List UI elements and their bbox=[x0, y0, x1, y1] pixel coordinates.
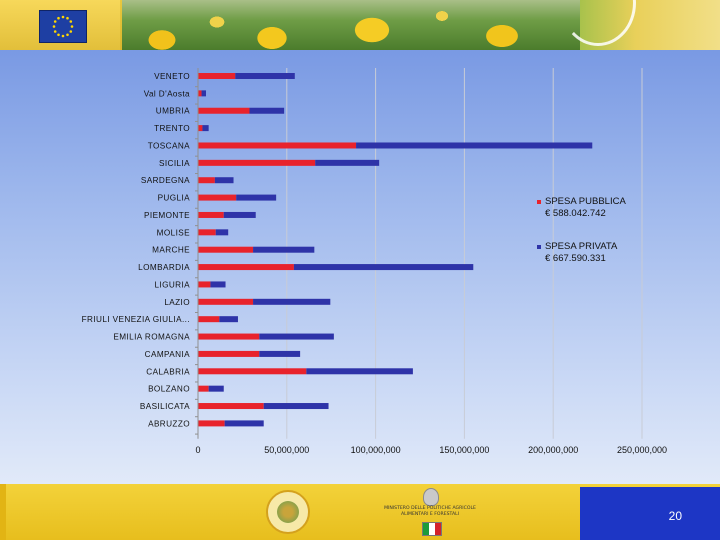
top-banner bbox=[0, 0, 720, 50]
page-number: 20 bbox=[668, 509, 682, 523]
bar-public bbox=[198, 73, 236, 79]
x-tick-label: 250,000,000 bbox=[617, 445, 667, 455]
category-label: PIEMONTE bbox=[144, 211, 190, 220]
category-labels: VENETO Val D'Aosta UMBRIA TRENTO TOSCANA SICI… bbox=[82, 72, 190, 428]
gridlines bbox=[286, 68, 643, 439]
footer-edge bbox=[0, 484, 6, 540]
legend-label: SPESA PUBBLICA bbox=[545, 196, 626, 207]
category-label: EMILIA ROMAGNA bbox=[113, 333, 190, 342]
eu-stars-icon bbox=[52, 15, 74, 38]
bar-private bbox=[253, 246, 315, 253]
bar-public bbox=[198, 194, 237, 201]
bar-private bbox=[202, 125, 209, 132]
bar-private bbox=[259, 333, 334, 340]
ministry-emblem-icon bbox=[423, 488, 439, 506]
category-label: Val D'Aosta bbox=[144, 89, 190, 98]
category-label: LIGURIA bbox=[154, 280, 190, 289]
bar-private bbox=[219, 316, 238, 323]
stacked-bar-chart: VENETO Val D'Aosta UMBRIA TRENTO TOSCANA SICI… bbox=[82, 68, 667, 455]
bar-public bbox=[198, 333, 260, 340]
category-label: TRENTO bbox=[154, 124, 190, 133]
bar-public bbox=[198, 211, 224, 218]
bar-private bbox=[224, 420, 264, 427]
category-label: LOMBARDIA bbox=[138, 263, 190, 272]
category-label: SICILIA bbox=[159, 159, 190, 168]
bar-private bbox=[306, 368, 413, 375]
bar-public bbox=[198, 246, 254, 253]
bar-private bbox=[356, 142, 593, 149]
category-label: CALABRIA bbox=[146, 367, 190, 376]
category-label: MARCHE bbox=[152, 246, 190, 255]
legend-swatch bbox=[537, 200, 541, 204]
category-label: BASILICATA bbox=[140, 402, 190, 411]
bar-public bbox=[198, 264, 294, 271]
bar-public bbox=[198, 177, 215, 184]
legend-swatch bbox=[537, 245, 541, 249]
category-label: ABRUZZO bbox=[148, 419, 190, 428]
eu-flag-icon bbox=[39, 10, 87, 43]
x-tick-label: 150,000,000 bbox=[439, 445, 489, 455]
category-label: PUGLIA bbox=[158, 194, 191, 203]
network-seal-logo bbox=[266, 490, 310, 534]
bar-public bbox=[198, 142, 357, 149]
legend-label: SPESA PRIVATA bbox=[545, 241, 618, 252]
bar-private bbox=[263, 403, 329, 410]
bar-private bbox=[259, 350, 301, 357]
bar-private bbox=[235, 73, 295, 79]
bar-public bbox=[198, 229, 216, 236]
bar-private bbox=[249, 107, 285, 114]
bar-public bbox=[198, 125, 203, 132]
category-label: BOLZANO bbox=[148, 385, 190, 394]
category-label: FRIULI VENEZIA GIULIA... bbox=[82, 315, 190, 324]
x-tick-label: 0 bbox=[195, 445, 200, 455]
bar-private bbox=[223, 211, 256, 218]
bar-public bbox=[198, 350, 260, 357]
category-label: LAZIO bbox=[164, 298, 190, 307]
italian-flag-icon bbox=[422, 522, 442, 536]
x-tick-label: 50,000,000 bbox=[264, 445, 309, 455]
bar-private bbox=[215, 229, 229, 236]
bar-private bbox=[236, 194, 277, 201]
bar-public bbox=[198, 368, 307, 375]
category-label: CAMPANIA bbox=[145, 350, 190, 359]
meadow-photo bbox=[122, 0, 580, 50]
bar-public bbox=[198, 298, 254, 305]
category-label: MOLISE bbox=[157, 228, 190, 237]
bar-public bbox=[198, 159, 316, 166]
bar-private bbox=[210, 281, 226, 288]
bar-public bbox=[198, 281, 211, 288]
category-label: UMBRIA bbox=[156, 107, 190, 116]
bar-public bbox=[198, 107, 250, 114]
bar-public bbox=[198, 385, 209, 392]
category-label: SARDEGNA bbox=[141, 176, 190, 185]
ministry-name: MINISTERO DELLE POLITICHE AGRICOLE ALIME… bbox=[384, 506, 476, 517]
bar-private bbox=[293, 264, 474, 271]
bar-private bbox=[201, 90, 206, 97]
bar-private bbox=[253, 298, 331, 305]
bar-public bbox=[198, 316, 220, 323]
category-label: VENETO bbox=[154, 72, 190, 81]
bar-private bbox=[315, 159, 380, 166]
legend: SPESA PUBBLICA€ 588.042.742 SPESA PRIVATA… bbox=[537, 196, 626, 264]
bar-public bbox=[198, 90, 202, 97]
bar-public bbox=[198, 420, 225, 427]
bar-private bbox=[208, 385, 224, 392]
x-tick-label: 100,000,000 bbox=[351, 445, 401, 455]
legend-total: € 588.042.742 bbox=[545, 208, 606, 219]
bars-group bbox=[195, 73, 593, 435]
x-tick-label: 200,000,000 bbox=[528, 445, 578, 455]
category-label: TOSCANA bbox=[148, 141, 190, 150]
page-number-box: 20 bbox=[580, 487, 720, 540]
bar-public bbox=[198, 403, 264, 410]
legend-total: € 667.590.331 bbox=[545, 253, 606, 264]
bar-private bbox=[214, 177, 234, 184]
x-axis-ticks: 0 50,000,000 100,000,000 150,000,000 200,000… bbox=[195, 445, 667, 455]
